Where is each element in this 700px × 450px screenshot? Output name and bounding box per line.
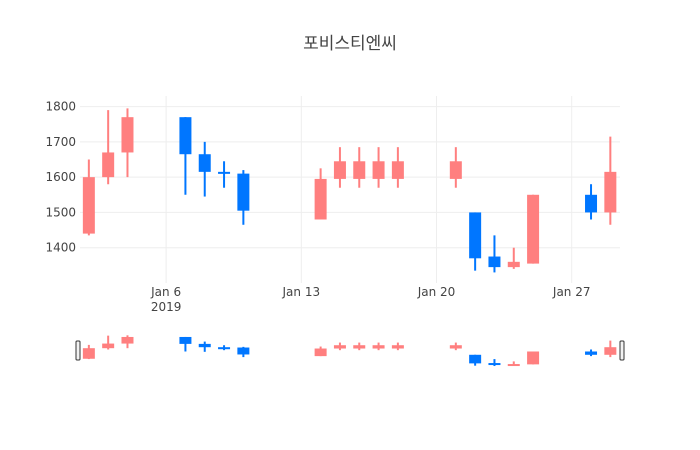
slider-candle-body <box>527 351 540 365</box>
candle-body <box>372 161 385 179</box>
candle-body <box>333 161 346 179</box>
slider-candle-body <box>102 343 115 349</box>
x-tick-label: Jan 27 <box>552 285 591 299</box>
candle-body <box>391 161 404 179</box>
candle-body <box>449 161 462 179</box>
slider-candle-body <box>237 347 250 355</box>
candle-body <box>353 161 366 179</box>
slider-candle-body <box>469 354 482 364</box>
slider-candle-body <box>488 363 501 366</box>
candle-body <box>527 194 540 264</box>
y-tick-label: 1600 <box>45 170 76 184</box>
y-tick-label: 1800 <box>45 100 76 114</box>
slider-candle-body <box>604 347 617 355</box>
y-tick-label: 1700 <box>45 135 76 149</box>
y-tick-label: 1400 <box>45 241 76 255</box>
slider-candle-body <box>82 348 95 359</box>
candle-body <box>469 212 482 259</box>
x-tick-label: Jan 13 <box>282 285 321 299</box>
slider-candle-body <box>218 347 231 350</box>
candle-body <box>585 194 598 213</box>
range-slider[interactable] <box>75 331 625 370</box>
candle-body <box>82 177 95 234</box>
slider-candle-body <box>449 345 462 349</box>
candle-body <box>237 173 250 211</box>
slider-candle-body <box>314 348 327 357</box>
candle-body <box>218 171 231 174</box>
candle-body <box>507 261 520 268</box>
candle-body <box>488 256 501 268</box>
y-tick-label: 1500 <box>45 205 76 219</box>
slider-candle-body <box>179 336 192 344</box>
candle-body <box>198 154 211 172</box>
range-slider-left-handle[interactable] <box>75 340 81 361</box>
slider-candle-body <box>333 345 346 349</box>
slider-candle-body <box>507 364 520 367</box>
range-slider-right-handle[interactable] <box>619 340 625 361</box>
x-tick-label: Jan 20 <box>417 285 456 299</box>
candle-body <box>102 152 115 178</box>
candle-body <box>604 171 617 213</box>
chart-title: 포비스티엔씨 <box>303 34 397 54</box>
slider-candle-body <box>372 345 385 349</box>
candle-body <box>314 178 327 220</box>
x-tick-sublabel: 2019 <box>151 300 182 314</box>
candle-body <box>121 117 134 153</box>
x-tick-label: Jan 6 <box>150 285 181 299</box>
candle-body <box>179 117 192 155</box>
slider-candle-body <box>353 345 366 349</box>
slider-candle-body <box>585 351 598 355</box>
slider-candle-body <box>121 336 134 344</box>
slider-candle-body <box>198 343 211 348</box>
slider-candle-body <box>391 345 404 349</box>
